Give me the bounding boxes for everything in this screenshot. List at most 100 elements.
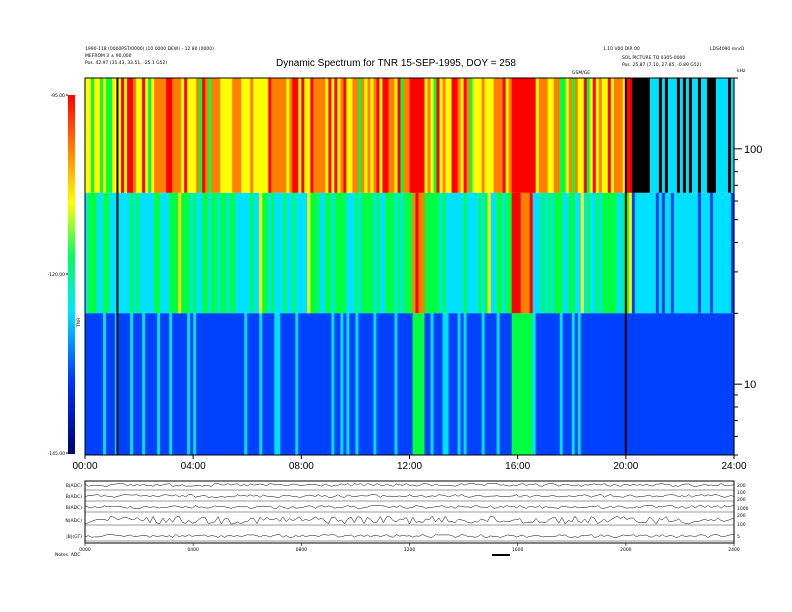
spectrum-cell [445, 313, 450, 455]
y-tick-label: 100 [744, 144, 762, 156]
spectrum-cell [697, 313, 702, 455]
spectrum-cell [223, 313, 227, 455]
spectrum-cell [244, 192, 248, 314]
spectrum-cell [643, 313, 648, 455]
spectrum-cell [553, 313, 558, 455]
spectrum-cell [709, 313, 714, 455]
spectrum-cell [241, 192, 245, 314]
spectrum-cell [664, 313, 669, 455]
spectrum-cell [202, 313, 206, 455]
colorbar [68, 95, 75, 454]
spectrum-cell [448, 313, 453, 455]
spectrum-cell [382, 313, 387, 455]
spectrum-cell [535, 78, 540, 193]
y-axis: 10 100 [734, 77, 762, 456]
colorbar-tick-label: -120.00 [48, 272, 66, 278]
spectrum-cell [409, 78, 414, 193]
spectrum-cell [475, 313, 480, 455]
spectrum-cell [334, 78, 338, 193]
spectrum-cell [520, 192, 525, 314]
spectrum-cell [628, 313, 633, 455]
spectrum-cell [472, 313, 477, 455]
aux-row-label: B(ADC) [66, 483, 83, 489]
spectrum-cell [583, 192, 588, 314]
spectrum-cell [688, 192, 693, 314]
spectrum-cell [541, 78, 546, 193]
spectrum-cell [544, 192, 549, 314]
spectrum-cell [217, 78, 221, 193]
spectrum-cell [274, 313, 278, 455]
spectrum-cell [496, 192, 501, 314]
spectrum-cell [88, 78, 92, 193]
spectrum-cell [385, 192, 390, 314]
spectrum-cell [364, 78, 369, 193]
spectrum-cell [448, 78, 453, 193]
spectrum-cell [640, 192, 645, 314]
spectrum-cell [643, 78, 648, 193]
spectrum-cell [613, 313, 618, 455]
spectrum-cell [256, 313, 260, 455]
aux-x-tick-label: 1200 [404, 547, 416, 553]
spectrum-cell [595, 78, 600, 193]
spectrum-cell [193, 78, 197, 193]
spectrum-cell [442, 78, 447, 193]
spectrum-cell [301, 78, 305, 193]
spectrum-cell [280, 78, 284, 193]
spectrum-cell [421, 192, 426, 314]
spectrum-cell [637, 78, 642, 193]
spectrum-cell [562, 78, 567, 193]
spectrum-cell [703, 192, 708, 314]
spectrum-cell [403, 192, 408, 314]
spectrum-cell [712, 78, 717, 193]
spectrum-cell [682, 192, 687, 314]
aux-panels: B(ADC)B(ADC)B(ADC)N(ADC)|B|(GT)200100200… [55, 480, 749, 558]
spectrum-cell [715, 192, 720, 314]
spectrum-cell [724, 313, 729, 455]
spectrum-cell [385, 78, 390, 193]
spectrum-cell [568, 313, 573, 455]
spectrum-cell [559, 78, 564, 193]
x-tick-label: 20:00 [613, 461, 638, 472]
spectrum-cell [319, 313, 323, 455]
spectrum-cell [304, 78, 308, 193]
spectrum-cell [628, 192, 633, 314]
spectrum-cell [418, 192, 423, 314]
spectrum-cell [175, 313, 179, 455]
spectrum-cell [367, 192, 372, 314]
spectrum-cell [232, 192, 236, 314]
spectrum-cell [553, 78, 558, 193]
spectrum-cell [364, 192, 369, 314]
spectrum-cell [643, 192, 648, 314]
spectrum-cell [163, 313, 167, 455]
spectrum-cell [712, 313, 717, 455]
spectrum-cell [142, 192, 146, 314]
spectrum-cell [556, 313, 561, 455]
spectrum-cell [241, 313, 245, 455]
spectrum-cell [547, 192, 552, 314]
spectrum-cell [109, 78, 113, 193]
spectrum-cell [352, 313, 357, 455]
spectrum-cell [235, 313, 239, 455]
spectrum-cell [670, 313, 675, 455]
spectrum-cell [475, 192, 480, 314]
spectrum-cell [484, 78, 489, 193]
spectrum-cell [685, 313, 690, 455]
spectrum-cell [415, 78, 420, 193]
spectrum-cell [580, 78, 585, 193]
aux-row-label: B(ADC) [66, 505, 83, 511]
spectrum-cell [481, 192, 486, 314]
spectrum-cell [727, 192, 732, 314]
spectrum-cell [631, 192, 636, 314]
spectrum-cell [265, 313, 269, 455]
spectrum-cell [649, 192, 654, 314]
spectrum-cell [238, 313, 242, 455]
spectrum-cell [469, 78, 474, 193]
aux-right-tick-label: 200 [737, 497, 746, 503]
spectrum-cell [166, 313, 170, 455]
spectrum-cell [157, 313, 161, 455]
spectrum-cell [619, 78, 624, 193]
spectrum-cell [574, 313, 579, 455]
spectrum-cell [619, 192, 624, 314]
spectrum-cell [640, 78, 645, 193]
spectrum-cell [649, 313, 654, 455]
